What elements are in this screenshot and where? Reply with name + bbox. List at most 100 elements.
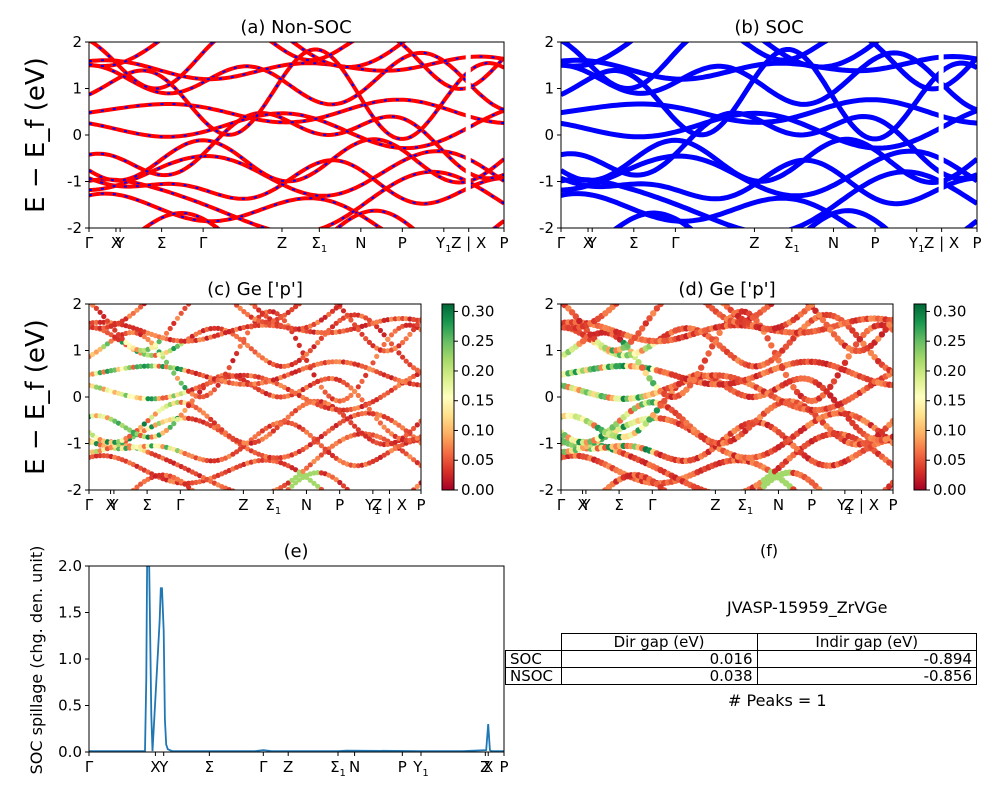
- band-point: [329, 443, 336, 449]
- band-point: [134, 307, 140, 313]
- band-point: [411, 272, 416, 277]
- band-line-dashed: [89, 51, 504, 111]
- band-point: [160, 335, 166, 341]
- colorbar-tick-label: 0.20: [933, 362, 966, 380]
- band-point: [385, 267, 390, 272]
- band-point: [344, 395, 350, 401]
- band-point: [819, 316, 827, 324]
- band-point: [296, 471, 302, 478]
- y-tick-label: 2: [544, 33, 554, 51]
- band-point: [396, 422, 402, 428]
- band-point: [341, 299, 346, 304]
- band-point: [227, 520, 232, 525]
- colorbar-tick-label: 0.00: [461, 481, 494, 499]
- band-point: [318, 317, 324, 323]
- band-point: [389, 267, 394, 272]
- band-point: [860, 340, 867, 347]
- band-point: [381, 348, 387, 354]
- colorbar-tick-label: 0.30: [461, 302, 494, 320]
- band-point: [322, 330, 328, 336]
- band-point: [293, 474, 299, 481]
- band-point: [823, 508, 829, 514]
- x-tick-label: Σ: [614, 496, 623, 514]
- band-point: [646, 315, 653, 322]
- band-point: [138, 304, 144, 310]
- band-point: [268, 489, 271, 490]
- x-tick-label: Γ: [85, 496, 94, 514]
- colorbar: [913, 303, 927, 491]
- band-point: [141, 421, 147, 427]
- band-point: [786, 339, 793, 346]
- band-point: [790, 335, 797, 342]
- band-point: [281, 318, 288, 324]
- band-point: [418, 440, 421, 446]
- band-point: [245, 521, 250, 526]
- band-point: [281, 482, 288, 488]
- band-point: [104, 341, 110, 347]
- band-line: [89, 108, 504, 151]
- band-point: [226, 433, 232, 439]
- band-point: [396, 316, 402, 322]
- band-point: [296, 304, 302, 307]
- band-point: [120, 498, 125, 503]
- x-tick-label: P: [398, 758, 407, 776]
- band-point: [293, 326, 299, 332]
- band-point: [127, 491, 132, 496]
- band-point: [178, 412, 184, 418]
- band-point: [753, 490, 759, 496]
- band-point: [392, 316, 398, 322]
- band-point: [252, 434, 258, 440]
- band-point: [838, 366, 845, 373]
- band-line: [561, 148, 977, 199]
- band-point: [149, 294, 154, 299]
- x-tick-label: Z: [283, 758, 293, 776]
- band-point: [248, 346, 254, 352]
- y-tick-label: 0: [544, 126, 554, 144]
- band-point: [827, 383, 834, 390]
- band-point: [841, 359, 849, 366]
- band-point: [598, 490, 604, 496]
- band-point: [108, 439, 114, 446]
- band-point: [93, 453, 99, 459]
- band-point: [234, 304, 240, 308]
- band-point: [646, 273, 652, 279]
- band-point: [311, 344, 317, 350]
- band-point: [296, 405, 302, 411]
- band-point: [396, 382, 402, 388]
- x-tick-label: Σ1: [265, 496, 281, 517]
- band-point: [167, 325, 173, 332]
- band-point: [889, 381, 893, 389]
- band-point: [167, 365, 173, 371]
- band-point: [388, 387, 395, 393]
- table-header-row: Dir gap (eV) Indir gap (eV): [505, 633, 978, 651]
- band-point: [145, 396, 151, 402]
- band-point: [333, 305, 339, 311]
- band-point: [293, 480, 299, 486]
- x-tick-label: Y1: [435, 234, 452, 255]
- band-point: [348, 392, 354, 398]
- band-point: [348, 291, 353, 296]
- band-point: [93, 413, 99, 419]
- band-point: [256, 492, 261, 497]
- band-point: [381, 424, 387, 430]
- band-point: [149, 352, 155, 358]
- band-point: [256, 431, 262, 437]
- band-point: [164, 281, 169, 286]
- band-point: [632, 284, 638, 290]
- band-line: [89, 191, 504, 228]
- band-point: [101, 344, 107, 350]
- band-point: [889, 326, 893, 333]
- band-point: [657, 402, 664, 409]
- band-point: [296, 424, 302, 430]
- band-point: [152, 363, 158, 369]
- band-point: [238, 522, 243, 527]
- band-point: [816, 505, 822, 511]
- table-cell-indir: -0.894: [756, 650, 978, 668]
- band-point: [889, 433, 893, 440]
- x-tick-label: Σ: [629, 234, 638, 252]
- x-tick-label: X: [577, 496, 587, 514]
- band-point: [827, 326, 834, 333]
- band-point: [145, 363, 151, 369]
